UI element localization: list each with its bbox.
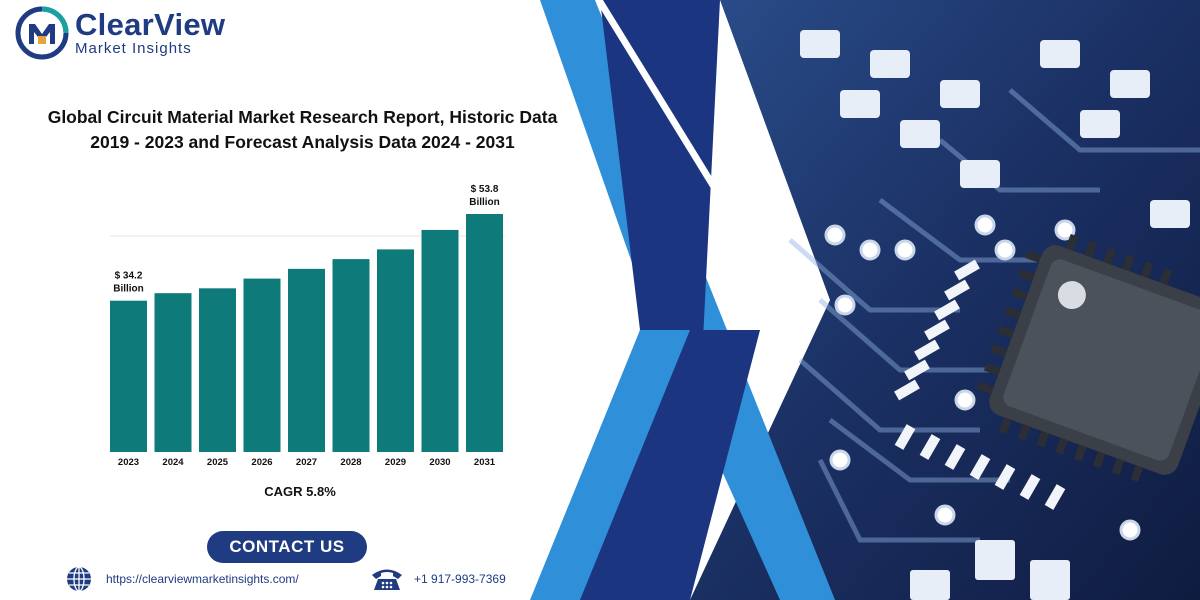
market-size-chart: 2023 2024 2025 2026 2027 2028 2029 2030 2031 $ 34… [100, 170, 520, 480]
bar-chart-svg: 2023 2024 2025 2026 2027 2028 2029 2030 2031 $ 34… [110, 184, 505, 468]
x-tick-label: 2024 [162, 457, 184, 468]
cagr-label: CAGR 5.8% [264, 484, 336, 499]
globe-icon [67, 566, 91, 592]
bar-2026 [243, 278, 281, 452]
x-tick-label: 2026 [251, 457, 272, 468]
brand-tagline: Market Insights [75, 40, 192, 57]
phone-contact[interactable]: +1 917-993-7369 [370, 565, 506, 593]
bar-2031 [466, 214, 503, 452]
bar-2027 [288, 268, 325, 452]
bar-2030 [421, 229, 459, 452]
x-tick-label: 2029 [385, 457, 406, 468]
report-title: Global Circuit Material Market Research … [10, 105, 595, 155]
x-tick-label: 2025 [207, 457, 229, 468]
data-label: Billion [469, 197, 500, 208]
website-link[interactable]: https://clearviewmarketinsights.com/ [106, 572, 299, 586]
x-tick-label: 2031 [474, 457, 496, 468]
logo: ClearView Market Insights [15, 6, 225, 60]
data-label: $ 53.8 [471, 184, 499, 195]
report-title-line2: 2019 - 2023 and Forecast Analysis Data 2… [90, 132, 515, 152]
x-tick-label: 2030 [429, 457, 450, 468]
contact-us-button[interactable]: CONTACT US [207, 531, 367, 563]
x-tick-label: 2027 [296, 457, 317, 468]
x-tick-label: 2028 [340, 457, 361, 468]
brand-name: ClearView [75, 7, 226, 42]
website-contact[interactable]: https://clearviewmarketinsights.com/ [62, 565, 299, 593]
bar-2025 [199, 288, 236, 452]
logo-mark-icon [15, 6, 69, 60]
data-label: $ 34.2 [115, 271, 143, 282]
bar-2029 [377, 249, 414, 452]
bar-2024 [154, 293, 192, 452]
bar-2023 [110, 300, 147, 452]
data-label: Billion [113, 284, 144, 295]
x-tick-label: 2023 [118, 457, 139, 468]
report-title-line1: Global Circuit Material Market Research … [47, 107, 558, 127]
phone-number[interactable]: +1 917-993-7369 [414, 572, 506, 586]
telephone-icon [372, 569, 402, 590]
bar-2028 [332, 259, 370, 452]
